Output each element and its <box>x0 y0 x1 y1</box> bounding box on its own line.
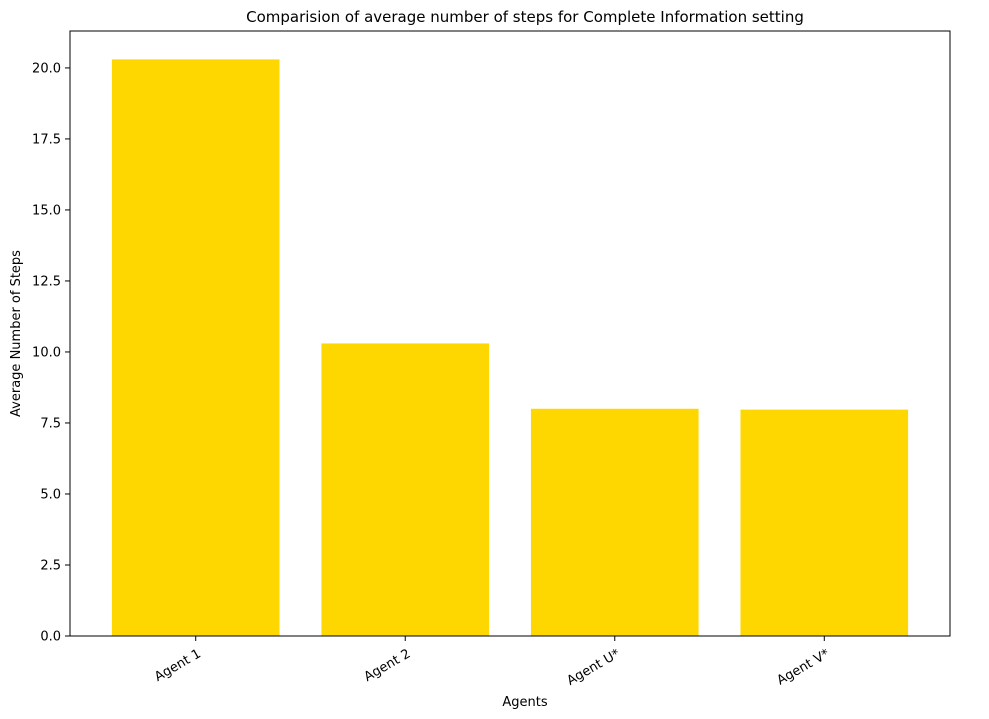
plot-frame <box>69 30 951 637</box>
y-tick-label: 5.0 <box>40 487 61 502</box>
y-tick-label: 20.0 <box>32 61 61 76</box>
chart-title: Comparision of average number of steps f… <box>246 8 804 26</box>
y-tick-label: 2.5 <box>40 558 61 573</box>
bars-group <box>111 59 909 636</box>
y-tick-label: 17.5 <box>32 132 61 147</box>
y-tick-label: 0.0 <box>40 630 61 645</box>
y-tick-label: 10.0 <box>32 345 61 360</box>
y-tick-label: 7.5 <box>40 416 61 431</box>
y-tick-label: 15.0 <box>32 203 61 218</box>
bar-agent-u <box>530 408 699 636</box>
x-axis-title: Agents <box>502 695 547 710</box>
y-tick-label: 12.5 <box>32 274 61 289</box>
bar-agent-v <box>740 409 909 636</box>
y-axis-title: Average Number of Steps <box>9 250 24 417</box>
bar-agent-1 <box>111 59 280 636</box>
bar-agent-2 <box>321 343 490 636</box>
y-axis: 0.0 2.5 5.0 7.5 10.0 12.5 15.0 17.5 20.0 <box>32 61 70 645</box>
